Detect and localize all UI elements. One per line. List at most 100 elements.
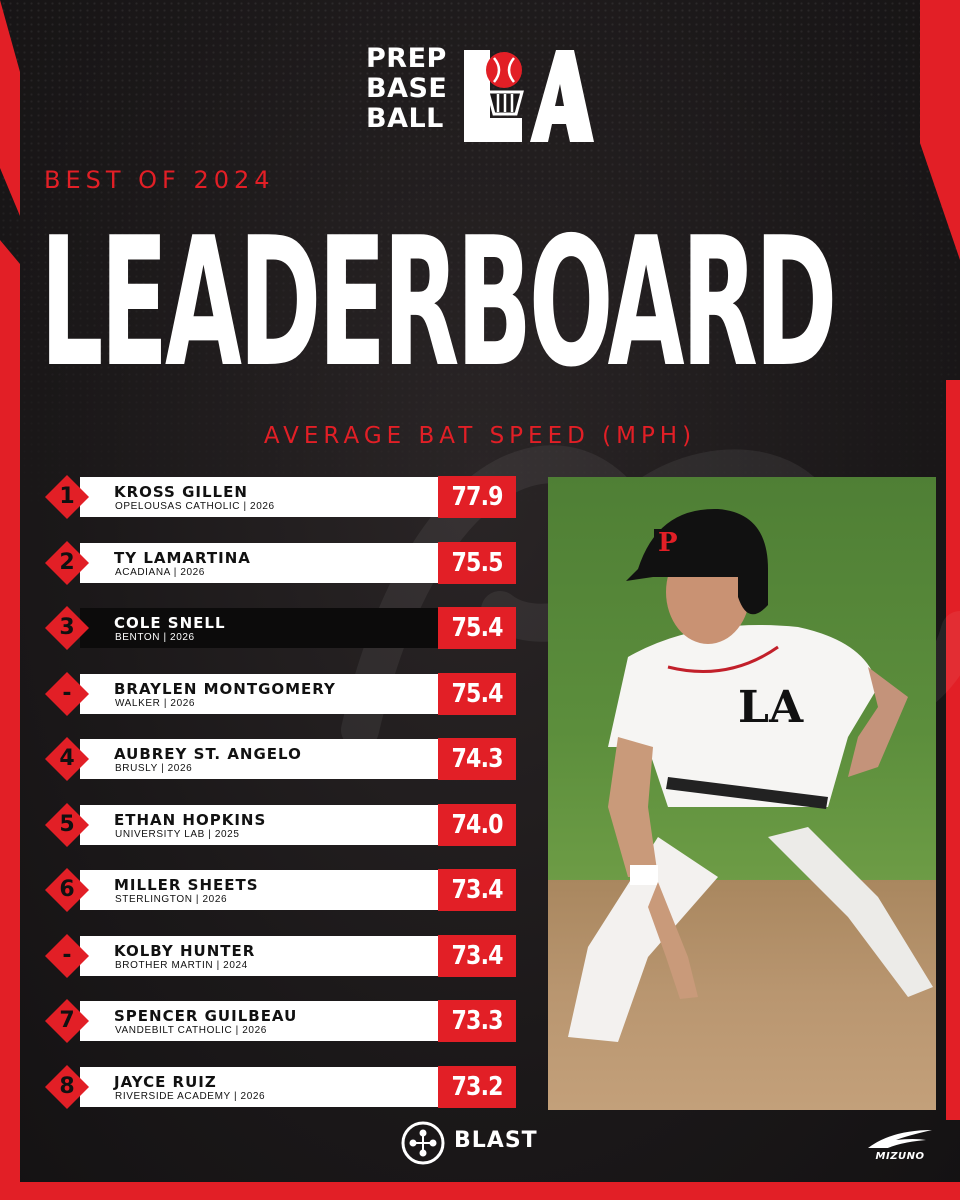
rank-badge: - [44,671,90,717]
prep-baseball-la-logo: PREP BASE BALL [366,44,596,148]
leaderboard-row: 8 JAYCE RUIZ RIVERSIDE ACADEMY | 2026 73.2 [44,1064,516,1110]
leaderboard-row: 5 ETHAN HOPKINS UNIVERSITY LAB | 2025 74.0 [44,802,516,848]
player-school: BRUSLY | 2026 [115,763,193,774]
rank-badge: 3 [44,605,90,651]
leaderboard-row: 1 KROSS GILLEN OPELOUSAS CATHOLIC | 2026 77… [44,474,516,520]
rank-diamond-icon [45,671,89,716]
logo-line-3: BALL [366,103,444,134]
rank-number: 5 [59,811,75,837]
row-bar [80,1001,478,1041]
blast-icon [401,1121,445,1165]
bat-speed-number: 73.4 [451,875,503,905]
leaderboard-row: 2 TY LAMARTINA ACADIANA | 2026 75.5 [44,540,516,586]
player-school: WALKER | 2026 [115,697,196,709]
rank-badge: - [44,933,90,979]
player-school: UNIVERSITY LAB | 2025 [115,828,240,840]
logo-line-1: PREP [366,43,447,74]
player-school: BENTON | 2026 [115,632,195,643]
rank-diamond-icon [45,1064,89,1109]
bat-speed-value: 73.4 [438,869,516,911]
rank-number: 7 [59,1008,75,1033]
bottom-red-band [0,1182,960,1200]
rank-badge: 2 [44,540,90,586]
blast-sponsor-logo: BLAST [400,1120,570,1170]
player-name: ETHAN HOPKINS [114,810,267,829]
player-name: JAYCE RUIZ [114,1072,217,1091]
player-figure: LA P [568,508,933,1042]
logo-line-2: BASE [366,73,448,104]
la-monogram-icon [464,50,594,142]
rank-number: 6 [59,877,75,902]
bat-speed-value: 73.2 [438,1065,516,1108]
rank-number: 8 [59,1073,75,1099]
rank-diamond-icon [45,933,89,978]
bat-speed-number: 74.0 [451,809,503,840]
logo-wordmark: PREP BASE BALL [366,44,447,134]
rank-badge: 6 [44,867,90,913]
bat-speed-number: 73.3 [451,1006,503,1036]
bat-speed-value: 74.3 [438,738,516,780]
rank-number: 2 [59,549,75,575]
rank-number: 3 [59,615,75,640]
bat-speed-number: 73.4 [451,940,503,971]
metric-label: AVERAGE BAT SPEED (MPH) [263,423,697,449]
bat-speed-value: 75.4 [438,672,516,715]
bat-speed-value: 73.4 [438,934,516,977]
bat-speed-number: 75.4 [451,678,503,709]
svg-text:LA: LA [738,682,804,733]
row-bar [80,477,478,517]
baseball-player-photo: LA P [548,477,936,1110]
rank-number: 1 [59,484,75,509]
row-bar [80,608,478,648]
player-name: AUBREY ST. ANGELO [114,745,302,763]
leaderboard-row: 6 MILLER SHEETS STERLINGTON | 2026 73.4 [44,867,516,913]
rank-diamond-icon [45,868,89,912]
bat-speed-value: 73.3 [438,1000,516,1042]
bat-speed-number: 75.4 [451,613,503,643]
bat-speed-number: 74.3 [451,744,503,774]
leaderboard-row: 7 SPENCER GUILBEAU VANDEBILT CATHOLIC | 20… [44,998,516,1044]
rank-diamond-icon [45,606,89,650]
rank-diamond-icon [45,737,89,781]
player-school: VANDEBILT CATHOLIC | 2026 [115,1025,267,1036]
player-school: OPELOUSAS CATHOLIC | 2026 [115,501,275,512]
player-name: COLE SNELL [114,614,226,632]
player-name: TY LAMARTINA [114,548,251,567]
rank-badge: 4 [44,736,90,782]
page-title: LEADERBOARD [40,199,837,406]
svg-text:P: P [658,528,678,558]
rank-badge: 1 [44,474,90,520]
player-school: RIVERSIDE ACADEMY | 2026 [115,1090,266,1102]
row-bar [80,870,478,910]
rank-number: - [62,942,72,968]
rank-diamond-icon [45,540,89,585]
bat-speed-value: 74.0 [438,803,516,846]
leaderboard-row: 3 COLE SNELL BENTON | 2026 75.4 [44,605,516,651]
rank-diamond-icon [45,802,89,847]
left-red-edge [0,0,20,1200]
row-bar [80,739,478,779]
player-name: BRAYLEN MONTGOMERY [114,679,336,698]
player-school: BROTHER MARTIN | 2024 [115,959,248,971]
rank-badge: 7 [44,998,90,1044]
leaderboard-row: 4 AUBREY ST. ANGELO BRUSLY | 2026 74.3 [44,736,516,782]
bat-speed-number: 73.2 [451,1071,503,1102]
bat-speed-number: 75.5 [451,547,503,578]
rank-badge: 8 [44,1064,90,1110]
row-bar [80,935,478,976]
player-name: SPENCER GUILBEAU [114,1007,298,1025]
player-name: MILLER SHEETS [114,876,259,894]
right-red-edge-lower [946,380,960,1120]
mizuno-wordmark: MIZUNO [875,1151,925,1162]
rank-diamond-icon [45,475,89,519]
rank-diamond-icon [45,999,89,1043]
rank-number: - [62,680,72,706]
bat-speed-value: 75.4 [438,607,516,649]
mizuno-sponsor-logo: MIZUNO [862,1128,938,1164]
bat-speed-value: 77.9 [438,476,516,518]
row-bar [80,542,478,583]
leaderboard-row: - KOLBY HUNTER BROTHER MARTIN | 2024 73.4 [44,933,516,979]
bat-speed-value: 75.5 [438,541,516,584]
rank-badge: 5 [44,802,90,848]
